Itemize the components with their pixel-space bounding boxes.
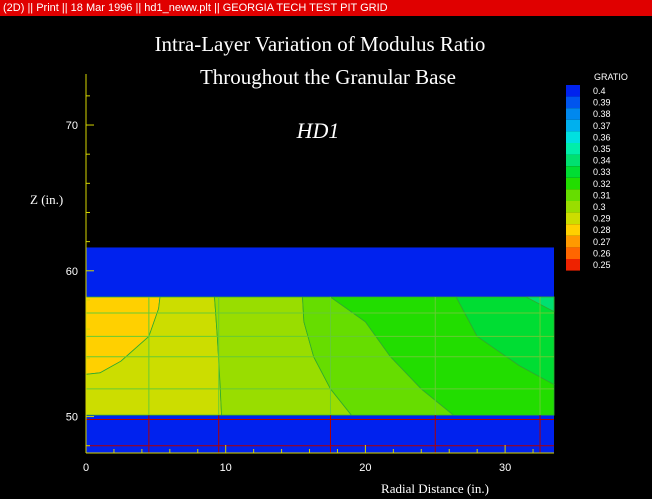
- legend-swatch: [566, 189, 580, 201]
- y-tick-label: 70: [66, 120, 78, 132]
- legend-swatch: [566, 154, 580, 167]
- y-tick-label: 50: [66, 412, 78, 424]
- title-bar: (2D) || Print || 18 Mar 1996 || hd1_neww…: [0, 0, 652, 16]
- y-axis-label: Z (in.): [30, 192, 63, 207]
- x-tick-label: 0: [83, 462, 89, 474]
- legend-label: 0.39: [593, 98, 611, 108]
- layer-top: [86, 247, 554, 298]
- legend-label: 0.38: [593, 109, 611, 119]
- legend-swatch: [566, 201, 580, 213]
- x-tick-label: 10: [220, 462, 232, 474]
- legend-label: 0.29: [593, 214, 611, 224]
- legend-swatch: [566, 85, 580, 97]
- legend-label: 0.34: [593, 156, 611, 166]
- legend-label: 0.33: [593, 167, 611, 177]
- legend-label: 0.37: [593, 121, 611, 131]
- legend-label: 0.35: [593, 144, 611, 154]
- legend-label: 0.4: [593, 86, 606, 96]
- x-tick-label: 30: [499, 462, 511, 474]
- x-axis-label: Radial Distance (in.): [381, 481, 489, 496]
- legend-label: 0.28: [593, 225, 611, 235]
- legend-swatch: [566, 177, 580, 190]
- legend-swatch: [566, 143, 580, 155]
- legend-label: 0.25: [593, 260, 611, 270]
- title-bar-text: (2D) || Print || 18 Mar 1996 || hd1_neww…: [3, 2, 388, 14]
- legend-title: GRATIO: [594, 72, 628, 82]
- legend-swatch: [566, 259, 580, 271]
- legend-swatch: [566, 119, 580, 132]
- y-tick-label: 60: [66, 266, 78, 278]
- chart-annotation: HD1: [296, 118, 340, 143]
- legend-swatch: [566, 166, 580, 178]
- legend-swatch: [566, 212, 580, 225]
- legend-label: 0.3: [593, 202, 606, 212]
- legend-label: 0.27: [593, 237, 611, 247]
- legend-swatch: [566, 235, 580, 248]
- legend-swatch: [566, 131, 580, 143]
- legend-swatch: [566, 247, 580, 259]
- legend-label: 0.26: [593, 248, 611, 258]
- chart-subtitle: Throughout the Granular Base: [200, 65, 456, 89]
- chart-title: Intra-Layer Variation of Modulus Ratio: [155, 32, 486, 56]
- legend-label: 0.36: [593, 132, 611, 142]
- x-tick-label: 20: [359, 462, 371, 474]
- legend-swatch: [566, 108, 580, 120]
- contour-chart: Intra-Layer Variation of Modulus Ratio Th…: [30, 32, 628, 496]
- legend-label: 0.32: [593, 179, 611, 189]
- legend-label: 0.31: [593, 190, 611, 200]
- legend-swatch: [566, 96, 580, 109]
- layer-bottom: [86, 415, 554, 453]
- legend-swatch: [566, 224, 580, 236]
